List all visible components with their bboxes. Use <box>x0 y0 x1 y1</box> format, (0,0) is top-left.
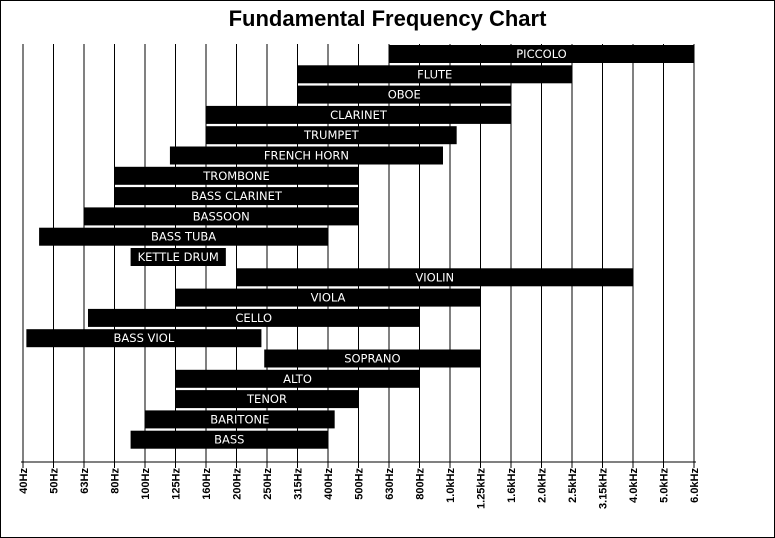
bar-label: PICCOLO <box>516 47 567 61</box>
bar-trumpet <box>206 126 457 145</box>
tick-label: 100Hz <box>140 468 152 500</box>
bar-label: KETTLE DRUM <box>138 250 219 264</box>
bar-cello <box>87 308 420 327</box>
bar-label: BARITONE <box>210 412 269 426</box>
bar-oboe <box>297 85 511 104</box>
bar-baritone <box>145 410 335 429</box>
bar-label: CLARINET <box>330 108 388 122</box>
bar-label: OBOE <box>388 88 421 102</box>
chart-title: Fundamental Frequency Chart <box>228 6 547 31</box>
bar-violin <box>236 268 633 287</box>
bar-flute <box>297 65 572 84</box>
bar-label: VIOLA <box>311 291 346 305</box>
bar-clarinet <box>206 105 511 124</box>
bar-label: TENOR <box>246 392 287 406</box>
tick-label: 125Hz <box>171 468 183 500</box>
bar-bass-tuba <box>39 227 329 246</box>
tick-label: 63Hz <box>79 468 91 494</box>
bar-bassoon <box>84 207 359 226</box>
bar-viola <box>175 288 481 307</box>
bar-bass-viol <box>26 329 262 348</box>
bar-french-horn <box>169 146 443 165</box>
tick-label: 3.15kHz <box>598 468 610 509</box>
tick-label: 200Hz <box>232 468 244 500</box>
bar-tenor <box>175 390 359 409</box>
tick-label: 160Hz <box>201 468 213 500</box>
bar-label: BASS VIOL <box>114 331 175 345</box>
tick-label: 4.0kHz <box>628 468 640 503</box>
bar-label: BASS TUBA <box>151 230 216 244</box>
tick-label: 5.0kHz <box>659 468 671 503</box>
tick-label: 250Hz <box>262 468 274 500</box>
bar-label: FLUTE <box>417 67 452 81</box>
bar-alto <box>175 369 420 388</box>
bar-label: CELLO <box>235 311 272 325</box>
bar-label: FRENCH HORN <box>264 149 349 163</box>
bar-soprano <box>264 349 481 368</box>
tick-label: 40Hz <box>18 468 30 494</box>
tick-label: 1.25kHz <box>476 468 488 509</box>
tick-label: 80Hz <box>110 468 122 494</box>
tick-label: 315Hz <box>293 468 305 500</box>
bar-label: VIOLIN <box>415 270 454 284</box>
bar-label: TRUMPET <box>303 128 360 142</box>
bar-bass <box>130 430 328 449</box>
bar-kettle-drum <box>130 248 226 266</box>
tick-label: 1.6kHz <box>506 468 518 503</box>
tick-label: 2.5kHz <box>567 468 579 503</box>
tick-label: 400Hz <box>323 468 335 500</box>
tick-label: 50Hz <box>49 468 61 494</box>
tick-label: 2.0kHz <box>537 468 549 503</box>
bar-bass-clarinet <box>114 187 359 206</box>
bar-label: BASS CLARINET <box>191 189 283 203</box>
bar-label: SOPRANO <box>344 352 400 366</box>
tick-label: 800Hz <box>415 468 427 500</box>
tick-label: 500Hz <box>354 468 366 500</box>
bar-trombone <box>114 166 359 185</box>
bar-label: BASSOON <box>193 209 250 223</box>
tick-label: 1.0kHz <box>445 468 457 503</box>
bar-piccolo <box>389 45 694 63</box>
bar-label: BASS <box>214 433 244 447</box>
tick-label: 630Hz <box>384 468 396 500</box>
tick-label: 6.0kHz <box>689 468 701 503</box>
bar-label: TROMBONE <box>202 169 270 183</box>
bar-label: ALTO <box>283 372 312 386</box>
